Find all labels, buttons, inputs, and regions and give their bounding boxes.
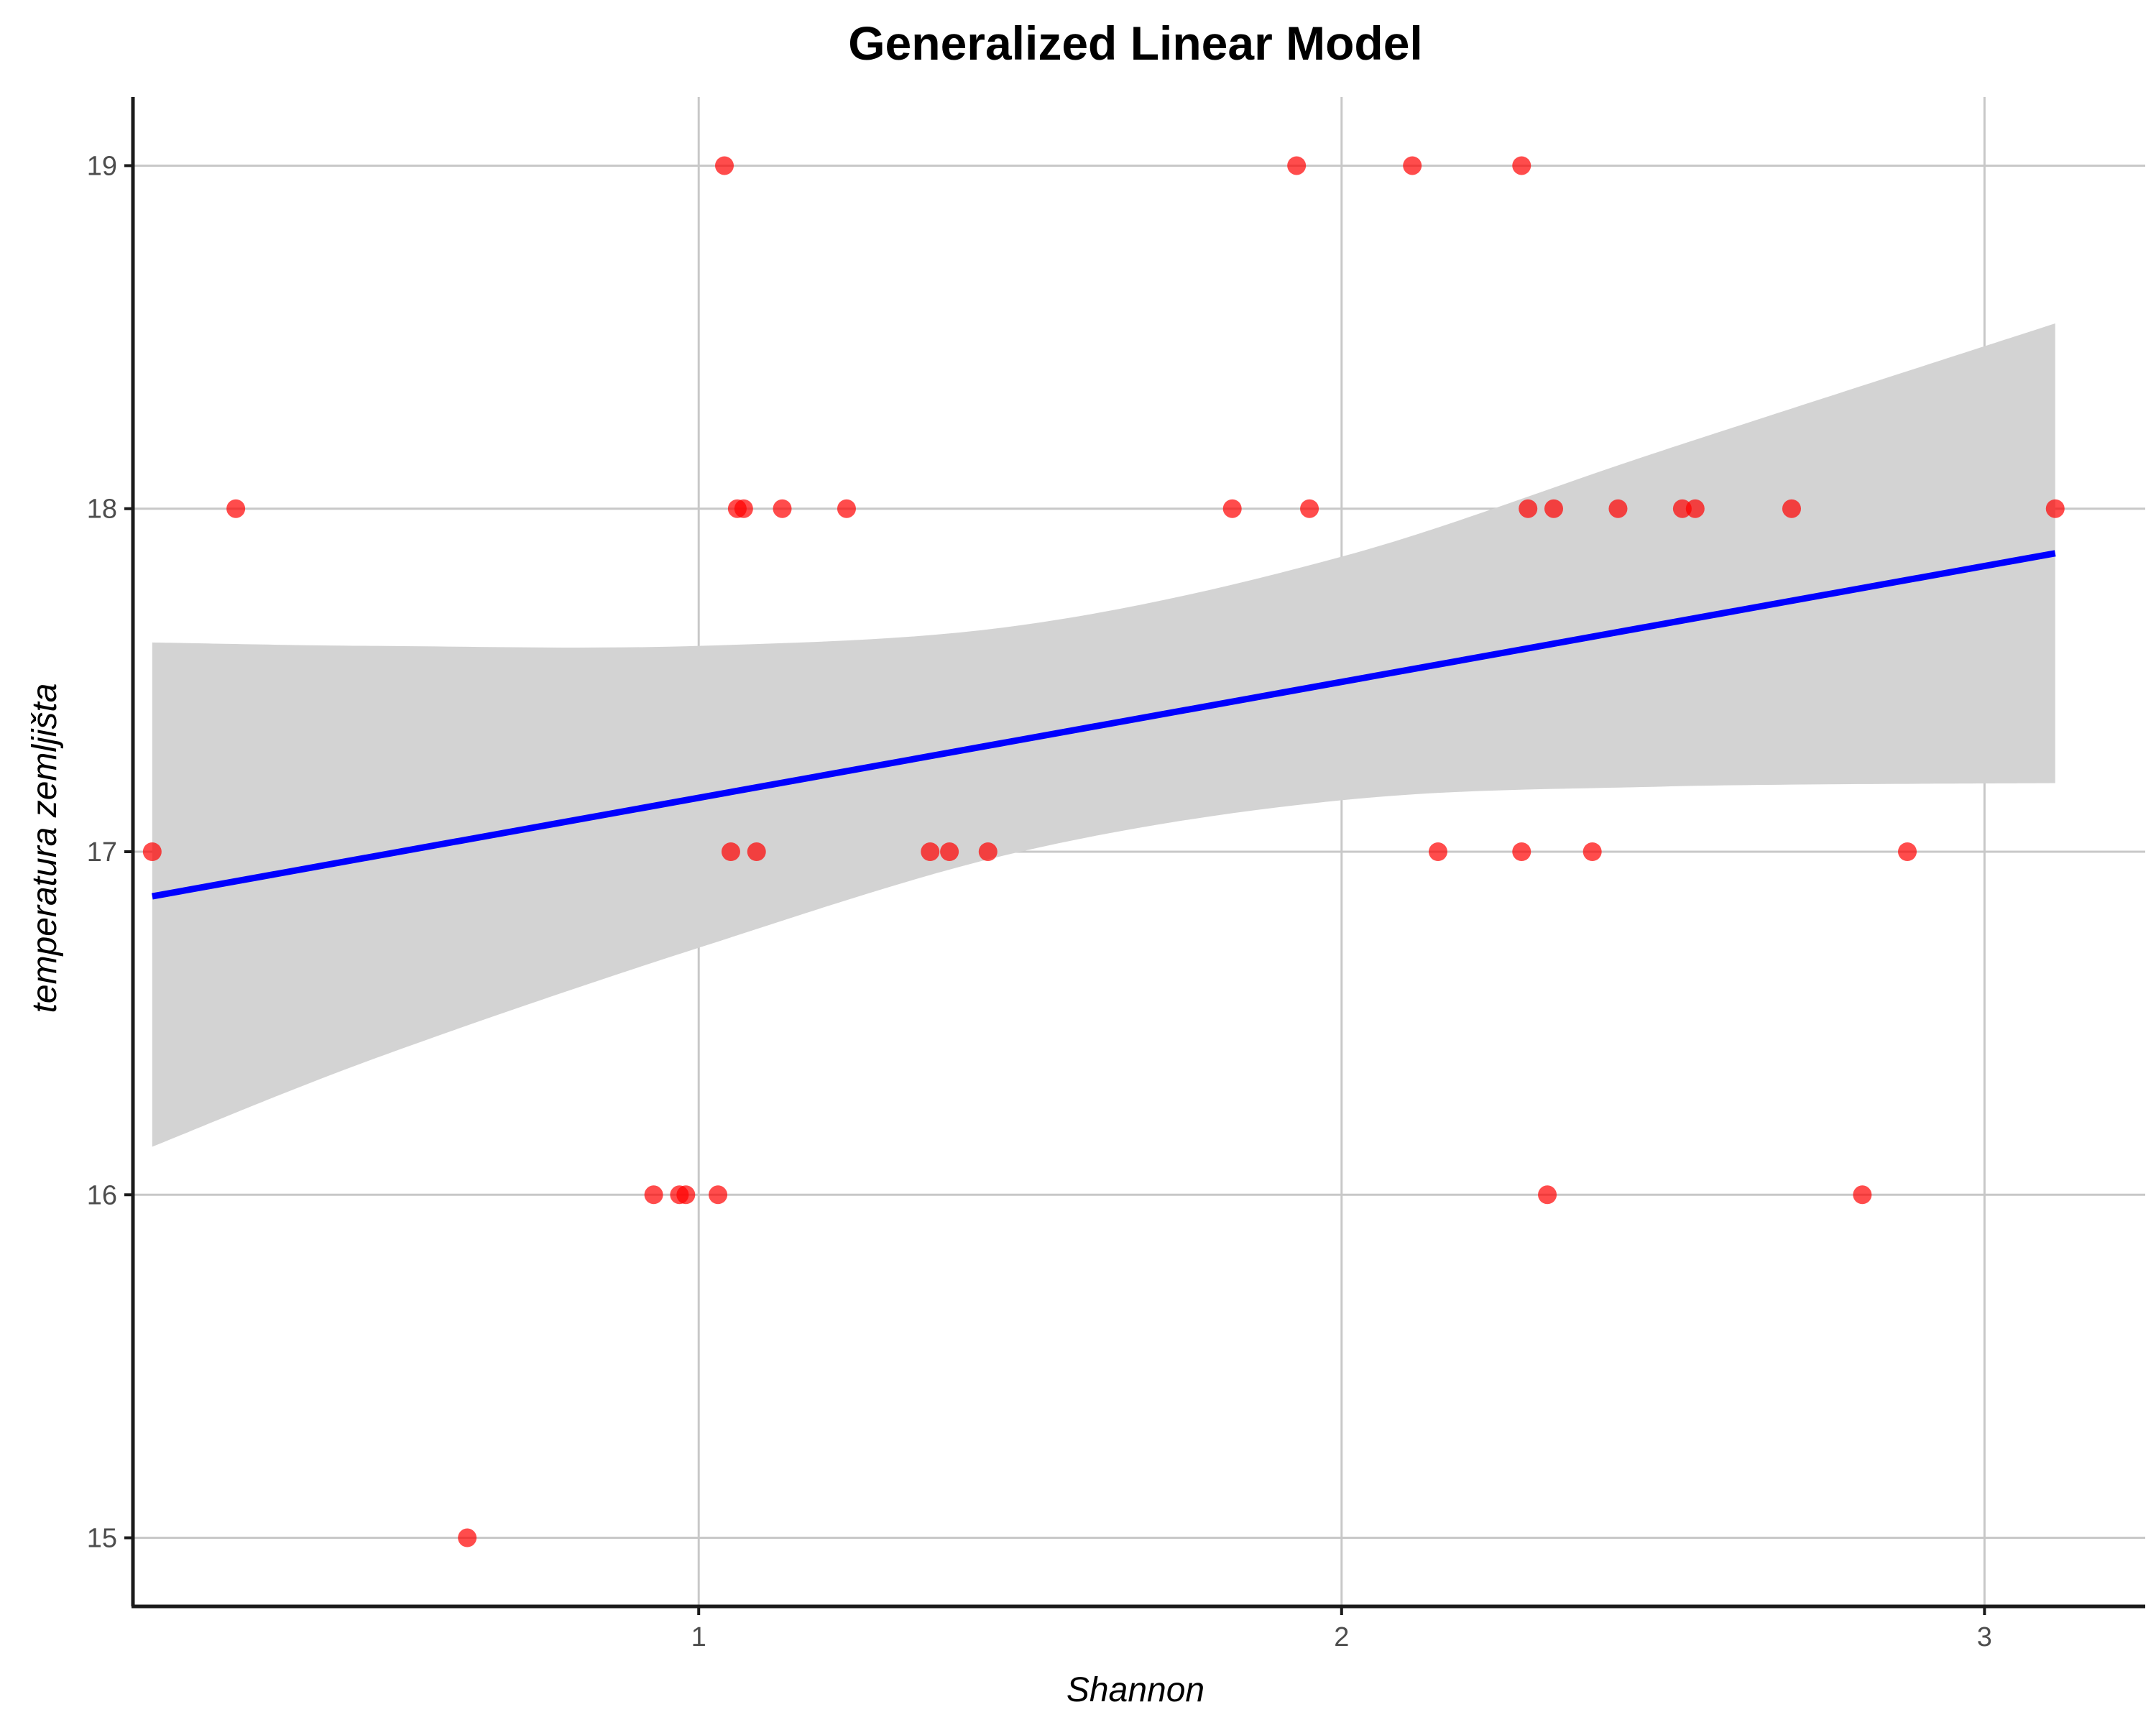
data-point: [1672, 499, 1692, 518]
data-point: [1583, 842, 1602, 861]
data-point: [1222, 499, 1242, 518]
fit-line-group: [152, 550, 2056, 900]
fit-line: [152, 550, 2056, 900]
data-point: [734, 499, 753, 518]
y-tick-label: 18: [87, 494, 117, 525]
data-point: [1685, 499, 1705, 518]
x-tick-label: 1: [691, 1622, 706, 1652]
data-point: [978, 842, 998, 861]
data-point: [1300, 499, 1319, 518]
chart-title: Generalized Linear Model: [848, 17, 1423, 70]
data-points: [142, 156, 2065, 1547]
data-point: [1428, 842, 1447, 861]
data-point: [837, 499, 856, 518]
data-point: [1512, 156, 1531, 175]
data-point: [676, 1185, 696, 1205]
x-tick-label: 2: [1334, 1622, 1349, 1652]
x-axis-label: Shannon: [1067, 1671, 1204, 1709]
data-point: [747, 842, 766, 861]
data-point: [1519, 499, 1538, 518]
x-tick-label: 3: [1977, 1622, 1992, 1652]
data-point: [709, 1185, 728, 1205]
data-point: [1898, 842, 1917, 861]
y-tick-label: 19: [87, 151, 117, 181]
data-point: [2045, 499, 2065, 518]
data-point: [458, 1528, 477, 1547]
y-tick-label: 17: [87, 837, 117, 868]
data-point: [644, 1185, 663, 1205]
data-point: [226, 499, 246, 518]
data-point: [1782, 499, 1801, 518]
data-point: [715, 156, 734, 175]
data-point: [1608, 499, 1628, 518]
data-point: [1853, 1185, 1872, 1205]
data-point: [940, 842, 959, 861]
y-axis-ticks: 15 16 17 18 19: [87, 151, 133, 1554]
y-tick-label: 15: [87, 1524, 117, 1554]
data-point: [921, 842, 940, 861]
data-point: [1512, 842, 1531, 861]
data-point: [721, 842, 740, 861]
y-axis-label: temperatura zemljišta: [26, 684, 64, 1013]
data-point: [773, 499, 792, 518]
confidence-band: [152, 323, 2055, 1147]
data-point: [1538, 1185, 1557, 1205]
y-tick-label: 16: [87, 1180, 117, 1210]
data-point: [142, 842, 162, 861]
data-point: [1287, 156, 1307, 175]
data-point: [1544, 499, 1563, 518]
x-axis-ticks: 1 2 3: [691, 1606, 1992, 1652]
confidence-band-area: [152, 323, 2055, 1147]
data-point: [1403, 156, 1422, 175]
